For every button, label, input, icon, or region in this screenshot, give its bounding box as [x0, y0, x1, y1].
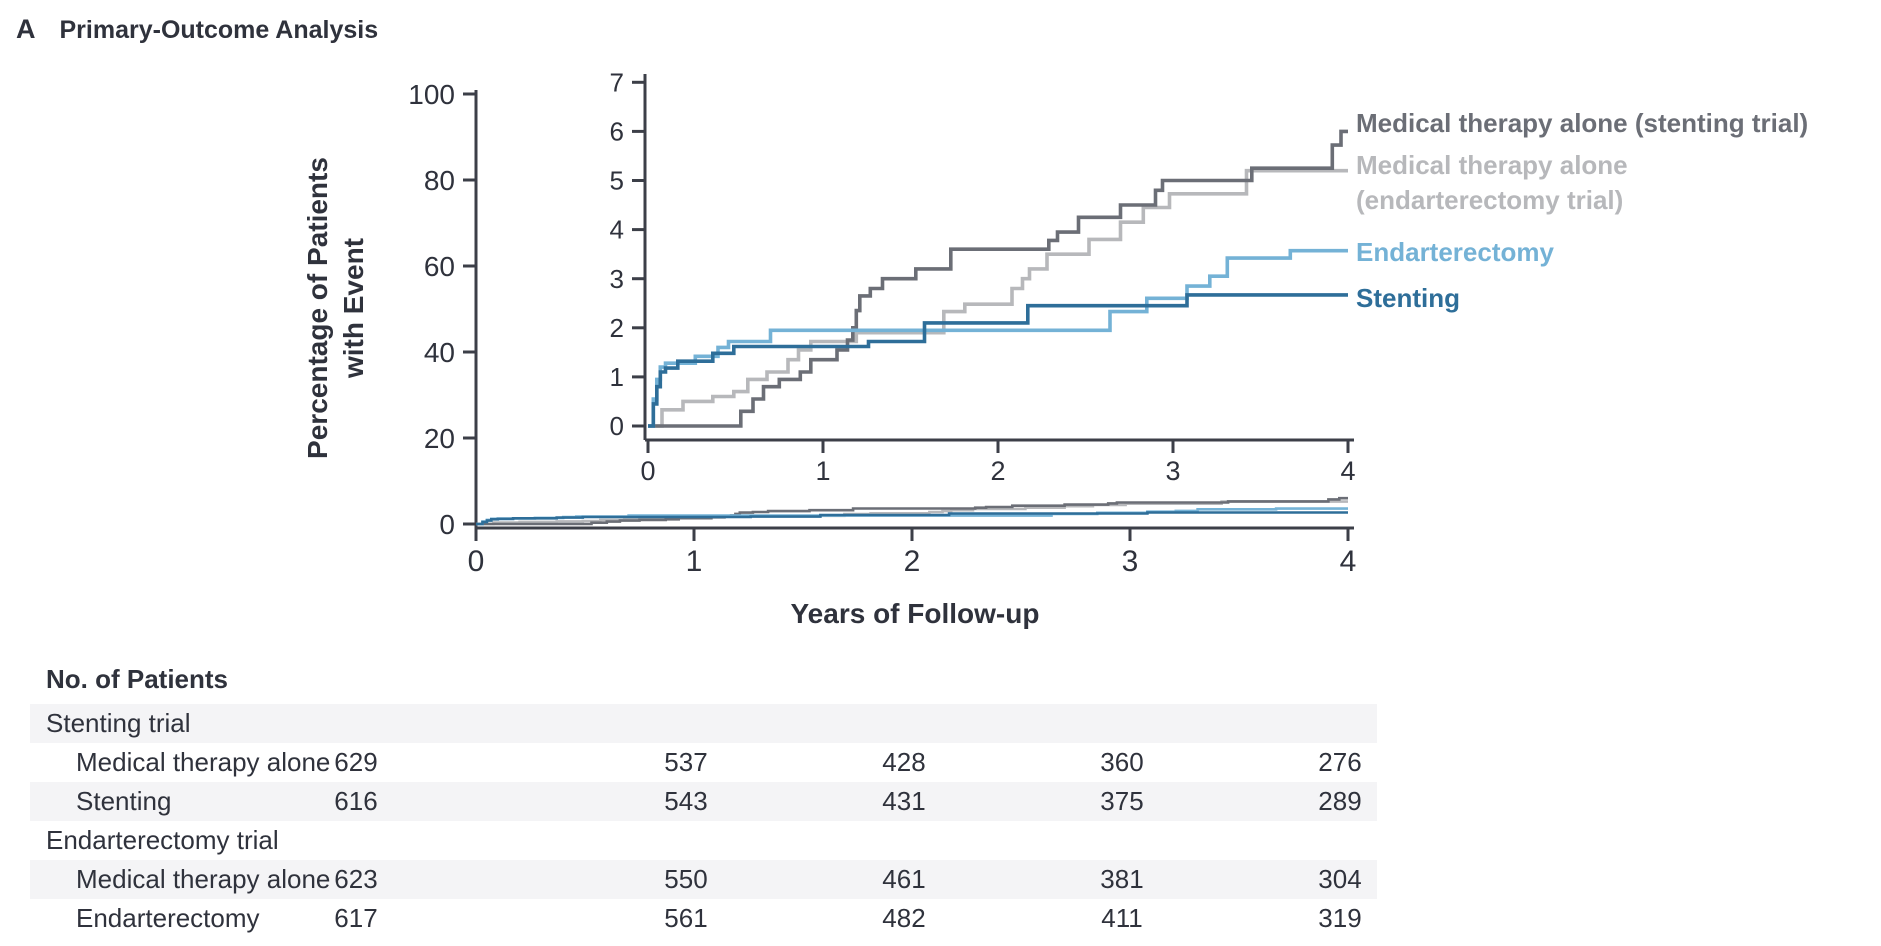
patient-count: 360: [1100, 747, 1144, 777]
legend-label: Medical therapy alone: [1356, 150, 1628, 180]
svg-text:0: 0: [640, 456, 655, 486]
patient-count: 543: [664, 786, 708, 816]
svg-text:4: 4: [1340, 456, 1355, 486]
svg-text:40: 40: [424, 337, 455, 368]
table-row: Stenting 616 543 431 375 289: [30, 782, 1377, 821]
row-label: Endarterectomy trial: [46, 825, 279, 855]
table-row: Medical therapy alone 623 550 461 381 30…: [30, 860, 1377, 899]
svg-text:6: 6: [610, 117, 624, 147]
patient-count: 461: [882, 864, 926, 894]
svg-text:4: 4: [610, 215, 624, 245]
table-row: Endarterectomy trial: [30, 821, 1377, 860]
patient-count: 537: [664, 747, 708, 777]
row-label: Medical therapy alone: [76, 747, 331, 777]
svg-text:60: 60: [424, 251, 455, 282]
legend-label: Endarterectomy: [1356, 237, 1554, 267]
svg-text:1: 1: [610, 362, 624, 392]
row-label: Stenting trial: [46, 708, 191, 738]
main-curve: [476, 496, 1348, 526]
patient-count: 561: [664, 903, 708, 933]
legend-item-stenting: Stenting: [1356, 281, 1460, 316]
table-row: Stenting trial: [30, 704, 1377, 743]
svg-text:4: 4: [1340, 545, 1357, 578]
svg-text:0: 0: [610, 411, 624, 441]
patient-count: 304: [1318, 864, 1362, 894]
table-header: No. of Patients: [46, 664, 229, 694]
svg-text:2: 2: [904, 545, 921, 578]
svg-text:2: 2: [610, 313, 624, 343]
inset-curve: [648, 129, 1348, 428]
panel-title: A Primary-Outcome Analysis: [16, 14, 378, 45]
svg-text:2: 2: [990, 456, 1005, 486]
svg-text:20: 20: [424, 423, 455, 454]
panel-title-text: Primary-Outcome Analysis: [59, 16, 379, 44]
x-axis-label: Years of Follow-up: [790, 598, 1040, 629]
panel-letter: A: [16, 14, 36, 44]
patient-count: 289: [1318, 786, 1362, 816]
patient-count: 629: [334, 747, 378, 777]
inset-curve: [648, 293, 1348, 428]
svg-text:0: 0: [439, 509, 455, 540]
main-curve: [476, 511, 1348, 526]
svg-text:1: 1: [815, 456, 830, 486]
patient-count: 276: [1318, 747, 1362, 777]
legend-item-medical-stenting-trial: Medical therapy alone (stenting trial): [1356, 106, 1808, 141]
svg-text:3: 3: [1165, 456, 1180, 486]
patient-count: 623: [334, 864, 378, 894]
svg-text:5: 5: [610, 166, 624, 196]
table-row: Endarterectomy 617 561 482 411 319: [30, 899, 1377, 938]
patient-count: 381: [1100, 864, 1144, 894]
patient-count: 617: [334, 903, 378, 933]
patient-count: 375: [1100, 786, 1144, 816]
legend-label: Medical therapy alone (stenting trial): [1356, 108, 1809, 138]
patient-count: 616: [334, 786, 378, 816]
y-axis-label: Percentage of Patients with Event: [300, 157, 372, 459]
patient-count: 428: [882, 747, 926, 777]
svg-text:3: 3: [610, 264, 624, 294]
patient-count: 411: [1101, 903, 1143, 933]
y-axis-label-line2: with Event: [338, 238, 369, 379]
patient-count: 482: [882, 903, 926, 933]
legend-item-medical-endarterectomy-trial: Medical therapy alone (endarterectomy tr…: [1356, 148, 1628, 218]
svg-text:7: 7: [610, 67, 624, 97]
legend-label: Stenting: [1356, 283, 1460, 313]
svg-text:3: 3: [1122, 545, 1139, 578]
patient-count: 319: [1318, 903, 1362, 933]
y-axis-label-line1: Percentage of Patients: [302, 157, 333, 459]
svg-text:0: 0: [468, 545, 485, 578]
legend-item-endarterectomy: Endarterectomy: [1356, 235, 1554, 270]
svg-text:80: 80: [424, 165, 455, 196]
inset-curve: [648, 168, 1348, 428]
legend-label: (endarterectomy trial): [1356, 185, 1624, 215]
svg-text:1: 1: [686, 545, 703, 578]
row-label: Endarterectomy: [76, 903, 260, 933]
patient-count: 550: [664, 864, 708, 894]
table-row: Medical therapy alone 629 537 428 360 27…: [30, 743, 1377, 782]
svg-text:100: 100: [408, 79, 455, 110]
patient-count: 431: [882, 786, 926, 816]
row-label: Medical therapy alone: [76, 864, 331, 894]
row-label: Stenting: [76, 786, 172, 816]
